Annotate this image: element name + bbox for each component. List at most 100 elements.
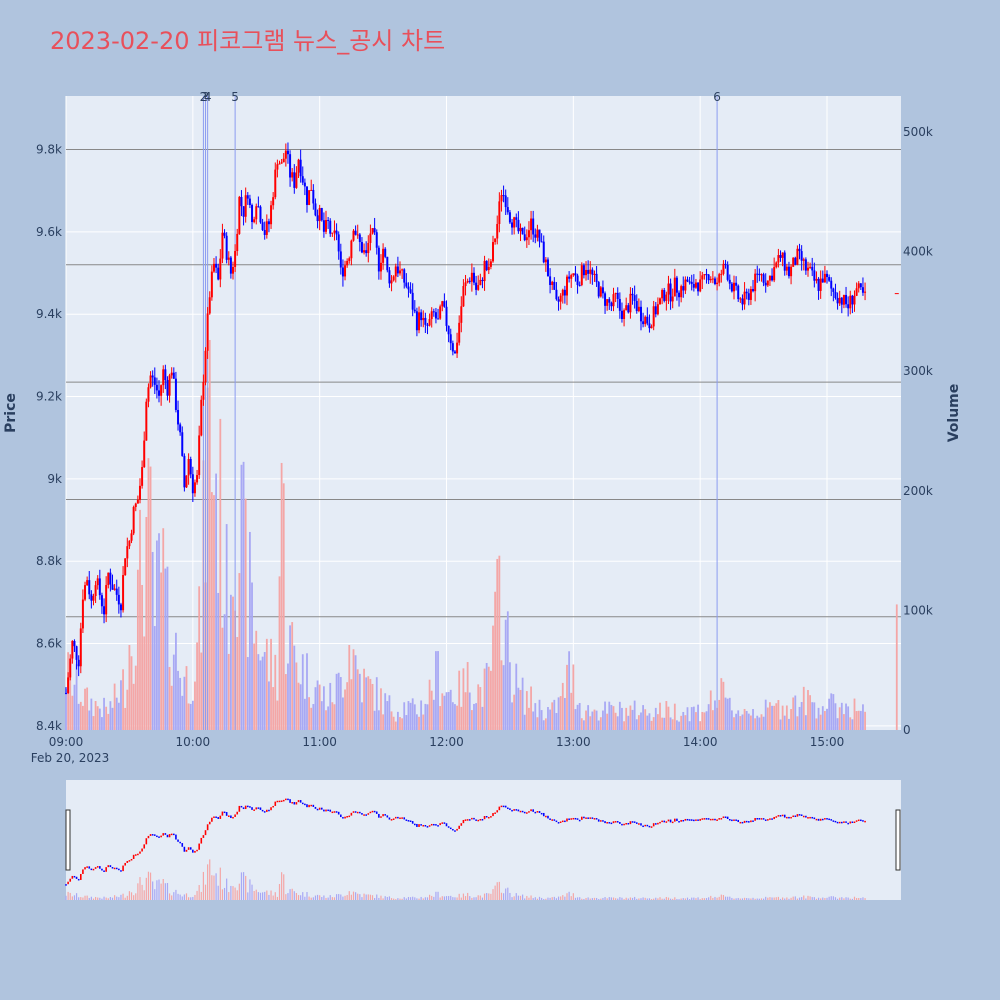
candle-body (251, 205, 254, 223)
slider-candle (747, 821, 750, 823)
slider-candle (274, 801, 277, 806)
slider-candle (788, 816, 790, 819)
volume-bar (847, 706, 850, 730)
rangeslider-right-handle[interactable] (895, 809, 901, 871)
slider-candle (671, 821, 674, 824)
slider-candle (92, 868, 95, 871)
slider-candle (151, 834, 154, 836)
slider-candle (663, 820, 666, 823)
candle-body (185, 475, 188, 488)
slider-volume-bar (843, 898, 845, 900)
volume-bar (540, 710, 543, 730)
candle-body (671, 296, 674, 302)
slider-volume-bar (526, 895, 528, 900)
volume-bar (682, 711, 685, 730)
candle-body (783, 252, 786, 271)
rangeslider-left-handle[interactable] (65, 809, 71, 871)
candle-body (94, 585, 97, 597)
candle-body (92, 596, 95, 601)
slider-candle (619, 822, 621, 824)
candle-body (432, 311, 435, 313)
slider-volume-bar (340, 894, 342, 900)
slider-candle (475, 819, 477, 821)
slider-volume-bar (684, 898, 686, 900)
slider-candle (101, 868, 103, 871)
slider-candle (219, 815, 222, 819)
candle-body (229, 257, 232, 274)
slider-candle (276, 800, 279, 803)
volume-bar (413, 704, 416, 730)
slider-candle (688, 819, 691, 821)
slider-volume-bar (538, 896, 541, 900)
candle-body (477, 285, 480, 290)
volume-bar (447, 692, 450, 730)
slider-volume-bar (500, 892, 503, 900)
slider-candle (600, 820, 602, 822)
volume-bar (720, 678, 723, 730)
volume-bar (217, 592, 220, 730)
slider-volume-bar (329, 895, 331, 900)
news-marker-label: 6 (713, 90, 721, 104)
candle-body (534, 234, 537, 238)
volume-bar (132, 683, 135, 730)
slider-candle (454, 830, 456, 832)
volume-bar (612, 706, 615, 730)
candle-body (234, 251, 237, 267)
candle-body (369, 233, 372, 243)
slider-volume-bar (456, 897, 458, 900)
slider-volume-bar (720, 894, 722, 900)
slider-volume-bar (207, 864, 209, 900)
volume-bar (134, 665, 137, 730)
slider-volume-bar (811, 897, 813, 900)
slider-volume-bar (395, 899, 397, 900)
volume-bar (610, 704, 613, 730)
volume-bar (143, 636, 146, 730)
volume-bar (232, 596, 234, 730)
slider-volume-bar (344, 895, 346, 900)
slider-candle (263, 811, 266, 813)
candle-body (456, 342, 459, 354)
volume-bar (251, 582, 253, 730)
rangeslider[interactable] (65, 798, 866, 900)
slider-candle (306, 804, 308, 808)
volume-bar (181, 695, 184, 730)
slider-volume-bar (771, 897, 773, 900)
slider-candle (566, 818, 568, 822)
volume-bar (783, 715, 786, 730)
candle-body (291, 172, 294, 178)
volume-bar (439, 706, 442, 730)
slider-candle (268, 809, 270, 812)
slider-volume-bar (238, 883, 240, 900)
volume-bar (834, 703, 837, 730)
slider-volume-bar (604, 897, 606, 900)
slider-candle (310, 804, 313, 807)
candle-body (606, 299, 609, 306)
slider-candle (223, 811, 226, 814)
slider-candle (473, 817, 475, 820)
slider-volume-bar (433, 896, 435, 900)
slider-volume-bar (450, 895, 452, 900)
slider-candle (141, 848, 143, 852)
candle-body (585, 269, 588, 276)
slider-volume-bar (724, 896, 727, 900)
candle-body (177, 409, 180, 425)
volume-bar (485, 663, 488, 730)
slider-volume-bar (276, 896, 278, 900)
volume-bar (790, 709, 792, 730)
candle-body (386, 256, 389, 271)
candle-body (388, 270, 391, 284)
volume-bar (293, 645, 296, 730)
candle-body (517, 219, 520, 232)
slider-candle (587, 817, 589, 819)
x-tick-label: 14:00 (683, 735, 718, 749)
slider-volume-bar (327, 897, 329, 900)
slider-candle (162, 833, 165, 836)
volume-bar (73, 684, 76, 730)
volume-bar (238, 573, 241, 730)
slider-volume-bar (815, 898, 818, 900)
slider-candle (449, 827, 452, 830)
volume-bar (420, 700, 423, 730)
slider-volume-bar (779, 898, 782, 900)
candle-body (703, 274, 706, 276)
candle-body (424, 317, 427, 325)
